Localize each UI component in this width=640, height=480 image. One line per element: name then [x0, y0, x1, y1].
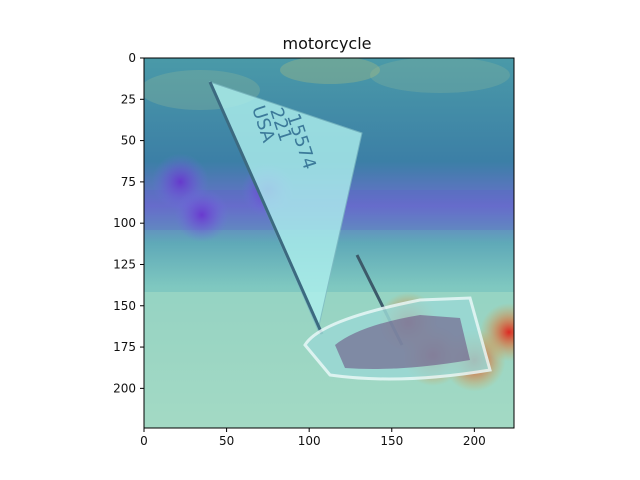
plot-frame [143, 57, 515, 429]
plot-area: USA 221 15574 [144, 58, 514, 428]
x-tick-label: 100 [298, 434, 321, 448]
sky-blob [370, 58, 510, 93]
y-tick-label: 100 [113, 216, 136, 230]
y-tick-label: 200 [113, 381, 136, 395]
x-tick-label: 0 [140, 434, 148, 448]
y-tick-label: 75 [121, 175, 136, 189]
chart-title: motorcycle [282, 34, 371, 53]
y-tick-label: 175 [113, 340, 136, 354]
y-tick-label: 150 [113, 299, 136, 313]
heatmap-hotspot [479, 303, 514, 362]
sky-blob [280, 58, 380, 84]
x-tick-label: 50 [219, 434, 234, 448]
x-tick-label: 200 [463, 434, 486, 448]
y-tick-label: 0 [128, 51, 136, 65]
heatmap-hotspot [174, 187, 229, 243]
y-axis: 0 25 50 75 100 125 150 175 200 [113, 51, 144, 395]
y-tick-label: 25 [121, 92, 136, 106]
mast [208, 81, 324, 335]
x-tick-label: 150 [380, 434, 403, 448]
boat-interior [335, 315, 470, 369]
y-tick-label: 50 [121, 134, 136, 148]
x-axis: 0 50 100 150 200 [140, 428, 486, 448]
y-tick-label: 125 [113, 257, 136, 271]
